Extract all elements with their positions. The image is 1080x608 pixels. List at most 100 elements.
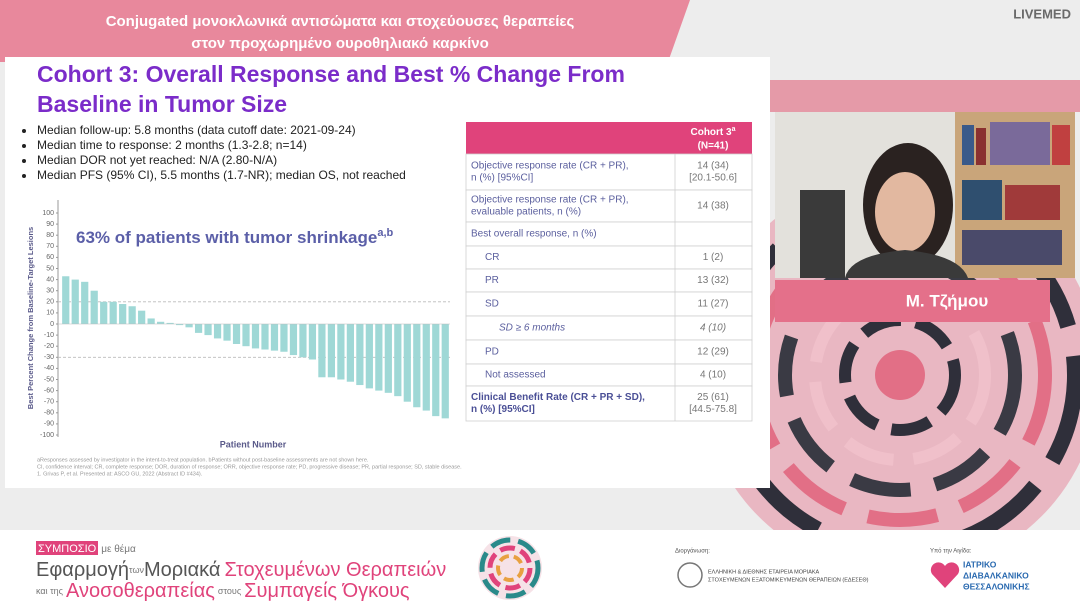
banner-word: Μοριακά	[144, 559, 220, 581]
bar	[384, 324, 392, 393]
bar	[90, 290, 98, 324]
y-tick-label: 20	[46, 299, 54, 306]
row-value: 1 (2)	[703, 252, 724, 263]
banner-line: ΣΥΜΠΟΣΙΟ με θέμα	[38, 543, 136, 555]
bar	[261, 324, 269, 350]
row-label: Best overall response, n (%)	[471, 229, 597, 240]
bullet-dot	[22, 159, 26, 163]
table-row	[465, 189, 753, 223]
y-tick-label: -20	[44, 343, 54, 350]
header-bar	[0, 0, 690, 62]
bar	[213, 324, 222, 339]
row-label: evaluable patients, n (%)	[471, 207, 581, 218]
banner-word: και της	[36, 586, 64, 596]
y-tick-label: 100	[42, 210, 54, 217]
y-tick-label: -50	[44, 376, 54, 383]
bar	[185, 324, 193, 328]
row-value: 4 (10)	[700, 370, 726, 381]
row-value: 12 (29)	[697, 347, 729, 358]
bar	[223, 324, 231, 341]
bullet: Median DOR not yet reached: N/A (2.80-N/…	[37, 153, 277, 167]
y-tick-label: 40	[46, 276, 54, 283]
bar	[422, 324, 430, 411]
speaker-name: Μ. Τζήμου	[906, 291, 989, 310]
row-label: Not assessed	[485, 370, 546, 381]
banner-word: Συμπαγείς Όγκους	[244, 580, 410, 602]
y-tick-label: 60	[46, 254, 54, 261]
bar	[232, 324, 241, 344]
bar	[337, 324, 345, 380]
header-title: Conjugated μονοκλωνικά αντισώματα και στ…	[106, 13, 575, 30]
table-header-text: Cohort 3a	[690, 126, 735, 138]
y-tick-label: -40	[44, 365, 54, 372]
y-tick-label: -90	[44, 421, 54, 428]
y-tick-label: -10	[44, 332, 54, 339]
bar	[441, 324, 449, 419]
y-tick-label: 70	[46, 243, 54, 250]
bar	[413, 324, 421, 408]
y-tick-label: 90	[46, 221, 54, 228]
bar	[280, 324, 288, 352]
slide-title: Baseline in Tumor Size	[37, 91, 287, 117]
symposium-logo	[478, 536, 542, 600]
row-value: [20.1-50.6]	[689, 173, 737, 184]
annotation-sup: a,b	[377, 227, 393, 239]
row-label: CR	[485, 252, 499, 263]
row-label: Clinical Benefit Rate (CR + PR + SD),	[471, 392, 645, 403]
bar	[318, 324, 326, 378]
bar	[109, 301, 117, 324]
aegis-logo	[930, 562, 960, 588]
bullet-dot	[22, 174, 26, 178]
header-sup: a	[732, 126, 736, 133]
table-row	[465, 221, 753, 247]
organizer-text: ΣΤΟΧΕΥΜΕΝΩΝ ΕΞΑΤΟΜΙΚΕΥΜΕΝΩΝ ΘΕΡΑΠΕΙΩΝ (Ε…	[708, 577, 869, 583]
speaker-box	[775, 280, 1050, 322]
header-main: Cohort 3	[690, 127, 732, 138]
bar	[62, 276, 70, 324]
row-label: SD ≥ 6 months	[499, 323, 565, 334]
bar	[375, 324, 383, 391]
bar	[308, 324, 317, 360]
row-value: 14 (34)	[697, 161, 729, 172]
table-header-text: (N=41)	[698, 141, 729, 152]
table-row	[465, 385, 753, 422]
footnote: aResponses assessed by investigator in t…	[37, 457, 369, 463]
bar	[299, 324, 307, 358]
bar	[394, 324, 402, 397]
bar	[251, 324, 260, 349]
y-tick-label: 80	[46, 232, 54, 239]
y-tick-label: 50	[46, 265, 54, 272]
table-row	[465, 291, 753, 317]
row-label: PR	[485, 275, 499, 286]
bar	[147, 318, 155, 324]
row-label: n (%) [95%CI]	[471, 404, 535, 415]
bar	[157, 321, 165, 324]
banner-word: ΣΥΜΠΟΣΙΟ	[38, 543, 97, 555]
bar	[166, 322, 174, 324]
organizer-logo	[677, 562, 703, 588]
row-value: 13 (32)	[697, 275, 729, 286]
bullet-dot	[22, 129, 26, 133]
banner-line: ΕφαρμογήτωνΜοριακά Στοχευμένων Θεραπειών	[36, 559, 446, 581]
aegis-text: ΔΙΑΒΑΛΚΑΝΙΚΟ	[963, 570, 1029, 580]
row-label: Objective response rate (CR + PR),	[471, 195, 629, 206]
banner-word: Εφαρμογή	[36, 559, 129, 581]
symposium-badge	[36, 541, 98, 555]
row-value: 4 (10)	[700, 323, 726, 334]
bar	[356, 324, 364, 386]
bar	[175, 324, 184, 326]
bar	[100, 301, 108, 324]
row-label: Objective response rate (CR + PR),	[471, 161, 629, 172]
y-tick-label: -70	[44, 399, 54, 406]
x-axis-label: Patient Number	[220, 439, 287, 449]
bar	[194, 324, 203, 333]
brand: LIVEMED	[1013, 6, 1071, 21]
annotation: 63% of patients with tumor shrinkagea,b	[76, 227, 394, 248]
banner-word: Στοχευμένων Θεραπειών	[224, 559, 446, 581]
row-value: [44.5-75.8]	[689, 404, 737, 415]
row-value: 11 (27)	[698, 299, 729, 310]
y-tick-label: -100	[40, 432, 54, 439]
y-tick-label: -80	[44, 410, 54, 417]
bar	[327, 324, 336, 378]
